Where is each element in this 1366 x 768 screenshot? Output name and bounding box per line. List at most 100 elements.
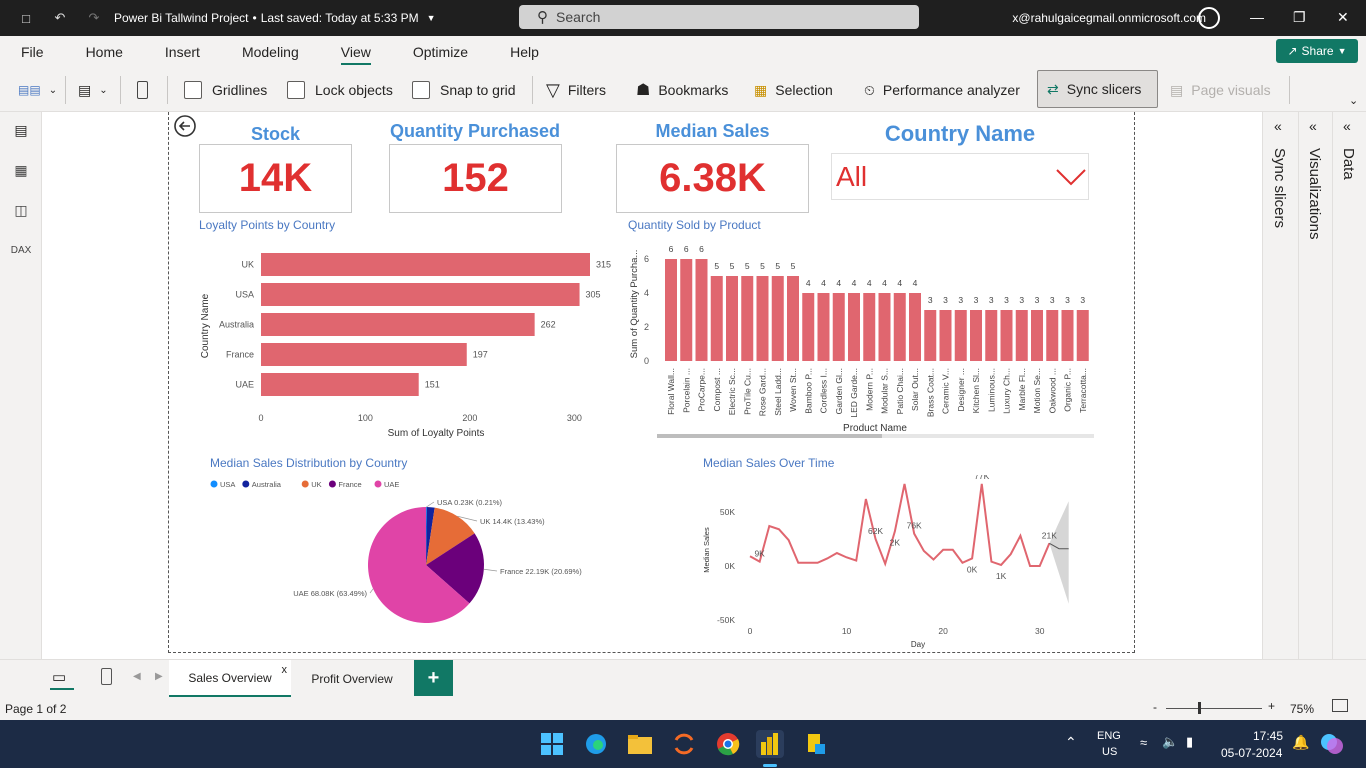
clock-time[interactable]: 17:45: [1253, 729, 1284, 743]
save-icon[interactable]: □: [22, 10, 30, 26]
clock-date[interactable]: 05-07-2024: [1221, 746, 1283, 760]
pie-slice: [426, 507, 435, 565]
page-view-button[interactable]: ▤ ⌄: [78, 68, 108, 112]
data-pane[interactable]: « Data: [1332, 112, 1366, 659]
windows-start-icon[interactable]: [538, 730, 566, 758]
x-tick-label: Brass Coat...: [925, 368, 935, 417]
data-label: 3: [1065, 295, 1070, 305]
mobile-layout-button[interactable]: [137, 68, 148, 112]
battery-icon[interactable]: ▮: [1186, 734, 1194, 749]
stock-card[interactable]: 14K: [199, 144, 352, 213]
menu-insert[interactable]: Insert: [164, 44, 200, 60]
chrome-icon[interactable]: [714, 730, 742, 758]
snap-to-grid-checkbox[interactable]: Snap to grid: [412, 68, 516, 112]
desktop-layout-icon[interactable]: ▭: [52, 669, 67, 686]
back-arrow-icon[interactable]: [173, 114, 197, 138]
zoom-in-icon[interactable]: +: [1268, 699, 1276, 713]
account-email[interactable]: x@rahulgaicegmail.onmicrosoft.com: [1012, 11, 1206, 25]
avatar[interactable]: ☺: [1198, 7, 1220, 29]
page-visuals-button[interactable]: ▤ Page visuals: [1170, 68, 1271, 112]
region-indicator[interactable]: US: [1102, 746, 1118, 758]
x-tick-label: Motion Se...: [1032, 368, 1042, 413]
power-bi-icon[interactable]: [756, 730, 784, 758]
chevron-down-icon: ⌄: [99, 84, 108, 96]
bar: [680, 259, 693, 361]
filters-button[interactable]: ▽ Filters: [546, 68, 606, 112]
page-visuals-icon: ▤: [1170, 81, 1184, 98]
bar: [1046, 310, 1059, 361]
menu-file[interactable]: File: [21, 44, 44, 60]
median-line-chart[interactable]: -50K 0K 50K 0 10 20 30 Day Median Sales 9K 62K 2K 76…: [700, 475, 1100, 653]
tab-profit-overview[interactable]: Profit Overview: [293, 660, 411, 698]
minimize-icon[interactable]: —: [1250, 9, 1264, 25]
country-slicer[interactable]: All: [831, 153, 1089, 200]
y-tick-label: 6: [644, 254, 649, 264]
performance-analyzer-button[interactable]: ⏲ Performance analyzer: [864, 68, 1020, 112]
add-page-button[interactable]: +: [414, 660, 453, 696]
bar: [787, 276, 799, 361]
scroll-right-icon[interactable]: ▶: [155, 671, 163, 682]
menu-optimize[interactable]: Optimize: [412, 44, 469, 60]
notification-icon[interactable]: 🔔: [1292, 734, 1310, 750]
report-view-icon[interactable]: ▤: [14, 121, 28, 138]
selection-button[interactable]: ▦ Selection: [754, 68, 833, 112]
copilot-icon[interactable]: [1320, 732, 1344, 756]
chevron-down-icon[interactable]: ⌄: [1349, 95, 1359, 107]
file-explorer-icon[interactable]: [626, 730, 654, 758]
menu-view[interactable]: View: [320, 36, 392, 68]
app-icon[interactable]: [670, 730, 698, 758]
gridlines-checkbox[interactable]: Gridlines: [184, 68, 267, 112]
bar: [985, 310, 998, 361]
quantity-card[interactable]: 152: [389, 144, 562, 213]
themes-button[interactable]: ▤▤ ⌄: [18, 68, 57, 112]
chevron-up-icon[interactable]: ⌃: [1065, 734, 1077, 750]
chevron-down-icon[interactable]: [1056, 168, 1086, 186]
sync-slicers-button[interactable]: ⇄ Sync slicers: [1037, 70, 1158, 108]
lock-objects-checkbox[interactable]: Lock objects: [287, 68, 393, 112]
data-label: UAE 68.08K (63.49%): [293, 589, 367, 598]
expand-icon[interactable]: «: [1343, 118, 1351, 134]
lock-objects-check[interactable]: [287, 81, 305, 99]
volume-icon[interactable]: 🔈: [1162, 734, 1179, 749]
edge-icon[interactable]: [582, 730, 610, 758]
menu-home[interactable]: Home: [85, 44, 123, 60]
bookmarks-button[interactable]: ☗ Bookmarks: [636, 68, 728, 112]
sync-slicers-pane[interactable]: « Sync slicers: [1262, 112, 1298, 659]
redo-icon[interactable]: ↷: [88, 10, 100, 25]
x-tick-label: Cordless I...: [819, 368, 829, 413]
median-card[interactable]: 6.38K: [616, 144, 809, 213]
undo-icon[interactable]: ↶: [54, 10, 66, 25]
expand-icon[interactable]: «: [1309, 118, 1317, 134]
search-box[interactable]: ⚲ Search: [519, 5, 919, 29]
visualizations-pane[interactable]: « Visualizations: [1298, 112, 1332, 659]
model-view-icon[interactable]: ◫: [14, 201, 28, 218]
menu-modeling[interactable]: Modeling: [241, 44, 299, 60]
data-label: UK 14.4K (13.43%): [480, 517, 545, 526]
loyalty-bar-chart[interactable]: UK 315 USA 305 Australia 262 France 197 UAE 151 0 1…: [195, 238, 620, 443]
zoom-out-icon[interactable]: -: [1153, 700, 1157, 714]
power-bi-desktop-icon[interactable]: [802, 730, 830, 758]
chevron-down-icon[interactable]: ▼: [426, 13, 436, 23]
scroll-left-icon[interactable]: ◀: [133, 671, 141, 682]
close-icon[interactable]: ✕: [1337, 9, 1349, 25]
table-view-icon[interactable]: ▦: [14, 161, 28, 178]
close-tab-icon[interactable]: x: [281, 664, 288, 676]
menu-help[interactable]: Help: [510, 44, 539, 60]
expand-icon[interactable]: «: [1274, 118, 1282, 134]
data-label: 76K: [907, 521, 922, 531]
median-pie-chart[interactable]: USA Australia UK France UAE USA 0.23K (0.21%)…: [205, 475, 605, 650]
dax-query-icon[interactable]: DAX: [10, 244, 32, 256]
x-tick-label: Ceramic V...: [941, 368, 951, 414]
wifi-icon[interactable]: ≈: [1140, 735, 1148, 750]
zoom-slider-thumb[interactable]: [1198, 702, 1201, 714]
language-indicator[interactable]: ENG: [1097, 730, 1121, 742]
share-button[interactable]: ↗ Share ▼: [1276, 39, 1358, 63]
tab-sales-overview[interactable]: Sales Overview x: [169, 660, 291, 698]
snap-check[interactable]: [412, 81, 430, 99]
zoom-slider[interactable]: [1166, 708, 1262, 709]
mobile-layout-icon[interactable]: [101, 668, 112, 685]
maximize-icon[interactable]: ❐: [1293, 9, 1306, 25]
fit-to-page-icon[interactable]: [1332, 699, 1348, 712]
gridlines-check[interactable]: [184, 81, 202, 99]
